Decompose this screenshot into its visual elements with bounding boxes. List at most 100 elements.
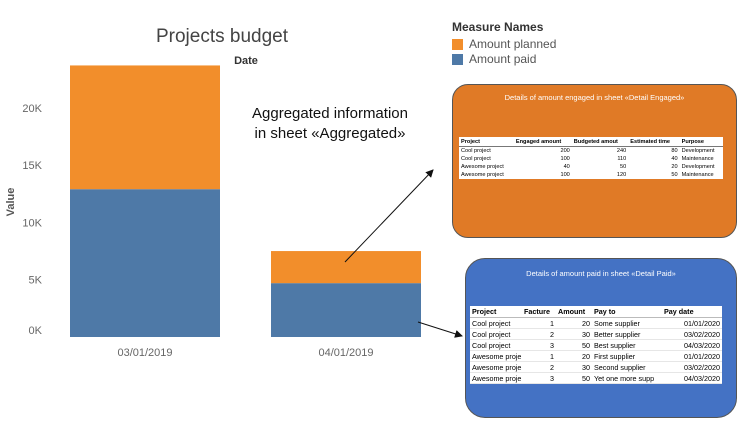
table-row: Awesome proje 3 50 Yet one more supp 04/… bbox=[470, 372, 722, 384]
table-cell: Cool project bbox=[461, 148, 491, 154]
table-row: Cool project 2 30 Better supplier 03/02/… bbox=[470, 328, 722, 340]
table-cell: 100 bbox=[560, 172, 570, 178]
table-cell: 01/01/2020 bbox=[662, 350, 722, 362]
y-ticks-group: 0K 5K 10K 15K 20K bbox=[22, 103, 42, 337]
detail-engaged-title: Details of amount engaged in sheet «Deta… bbox=[504, 93, 685, 102]
table-cell: Development bbox=[681, 164, 715, 170]
table-cell: 40 bbox=[671, 156, 678, 162]
table-cell: 20 bbox=[671, 164, 678, 170]
annotation-line-2: in sheet «Aggregated» bbox=[254, 125, 406, 142]
table-row: Awesome project 100 120 50 Maintenance bbox=[459, 171, 723, 179]
table-cell: 01/01/2020 bbox=[662, 317, 722, 329]
table-header-row: Project Engaged amount Budgeted amout Es… bbox=[459, 137, 723, 147]
table-cell: 03/02/2020 bbox=[662, 361, 722, 373]
table-cell: 50 bbox=[556, 339, 592, 351]
column-header: Project bbox=[470, 306, 522, 318]
annotation-line-1: Aggregated information bbox=[252, 105, 408, 122]
legend-label-paid: Amount paid bbox=[469, 52, 537, 66]
table-cell: Yet one more supp bbox=[592, 372, 662, 384]
bar-paid-2[interactable] bbox=[271, 283, 421, 337]
column-header: Engaged amount bbox=[513, 137, 572, 147]
table-cell: Cool project bbox=[470, 317, 522, 329]
table-cell: Cool project bbox=[470, 328, 522, 340]
column-header: Amount bbox=[556, 306, 592, 318]
table-cell: Better supplier bbox=[592, 328, 662, 340]
x-ticks-group: 03/01/2019 04/01/2019 bbox=[117, 347, 373, 359]
legend-label-planned: Amount planned bbox=[469, 37, 557, 51]
detail-paid-table: Project Facture Amount Pay to Pay date C… bbox=[470, 306, 722, 384]
table-cell: 200 bbox=[560, 148, 570, 154]
table-row: Awesome proje 1 20 First supplier 01/01/… bbox=[470, 350, 722, 362]
table-cell: 50 bbox=[671, 172, 678, 178]
y-tick-label: 15K bbox=[22, 160, 42, 172]
table-cell: Cool project bbox=[461, 156, 491, 162]
column-header: Project bbox=[459, 137, 514, 147]
table-cell: Maintenance bbox=[681, 172, 714, 178]
table-cell: 3 bbox=[522, 339, 556, 351]
table-cell: Awesome proje bbox=[470, 361, 522, 373]
table-cell: 120 bbox=[616, 172, 627, 178]
table-cell: 240 bbox=[616, 148, 627, 154]
bar-planned-1[interactable] bbox=[70, 65, 220, 190]
bar-planned-2[interactable] bbox=[271, 251, 421, 284]
column-header: Purpose bbox=[679, 137, 723, 147]
column-header: Estimated time bbox=[628, 137, 680, 147]
table-cell: First supplier bbox=[592, 350, 662, 362]
table-cell: 2 bbox=[522, 361, 556, 373]
table-cell: Some supplier bbox=[592, 317, 662, 329]
table-row: Awesome proje 2 30 Second supplier 03/02… bbox=[470, 361, 722, 373]
detail-paid-title: Details of amount paid in sheet «Detail … bbox=[526, 269, 676, 278]
table-cell: 30 bbox=[556, 361, 592, 373]
column-header: Pay to bbox=[592, 306, 662, 318]
table-row: Awesome project 40 50 20 Development bbox=[459, 163, 723, 171]
table-cell: 03/02/2020 bbox=[662, 328, 722, 340]
legend-item-amount-planned[interactable]: Amount planned bbox=[452, 37, 556, 51]
table-cell: 110 bbox=[617, 156, 627, 162]
table-cell: Second supplier bbox=[592, 361, 662, 373]
table-cell: 2 bbox=[522, 328, 556, 340]
table-cell: 100 bbox=[560, 156, 570, 162]
y-tick-label: 0K bbox=[29, 325, 43, 337]
chart-title: Projects budget bbox=[156, 26, 289, 47]
x-tick-label: 03/01/2019 bbox=[117, 347, 172, 359]
table-row: Cool project 100 110 40 Maintenance bbox=[459, 155, 723, 163]
y-axis-label: Value bbox=[5, 188, 17, 217]
table-cell: 50 bbox=[620, 164, 627, 170]
table-cell: Awesome proje bbox=[470, 372, 522, 384]
bar-paid-1[interactable] bbox=[70, 189, 220, 337]
table-cell: Development bbox=[681, 148, 715, 154]
table-cell: 40 bbox=[563, 164, 570, 170]
table-cell: 1 bbox=[522, 317, 556, 329]
table-cell: Awesome project bbox=[461, 172, 504, 178]
y-tick-label: 20K bbox=[22, 103, 42, 115]
table-cell: Awesome proje bbox=[470, 350, 522, 362]
column-header: Facture bbox=[522, 306, 556, 318]
table-cell: Best supplier bbox=[592, 339, 662, 351]
table-cell: 30 bbox=[556, 328, 592, 340]
column-header: Pay date bbox=[662, 306, 722, 318]
arrow-to-detail-engaged bbox=[344, 169, 434, 263]
table-cell: 50 bbox=[556, 372, 592, 384]
y-tick-label: 5K bbox=[29, 275, 43, 287]
table-cell: Awesome project bbox=[461, 164, 504, 170]
table-cell: 20 bbox=[556, 317, 592, 329]
arrow-to-detail-paid bbox=[417, 321, 463, 338]
table-cell: 04/03/2020 bbox=[662, 372, 722, 384]
table-cell: 04/03/2020 bbox=[662, 339, 722, 351]
table-cell: 20 bbox=[556, 350, 592, 362]
table-row: Cool project 200 240 80 Development bbox=[459, 147, 723, 156]
detail-engaged-table: Project Engaged amount Budgeted amout Es… bbox=[459, 137, 723, 179]
table-cell: Cool project bbox=[470, 339, 522, 351]
legend-swatch-planned bbox=[452, 38, 463, 50]
table-row: Cool project 1 20 Some supplier 01/01/20… bbox=[470, 317, 722, 329]
table-header-row: Project Facture Amount Pay to Pay date bbox=[470, 306, 722, 318]
table-row: Cool project 3 50 Best supplier 04/03/20… bbox=[470, 339, 722, 351]
legend-title: Measure Names bbox=[452, 20, 544, 34]
table-cell: 3 bbox=[522, 372, 556, 384]
table-cell: 80 bbox=[671, 148, 678, 154]
table-cell: 1 bbox=[522, 350, 556, 362]
column-header: Date bbox=[234, 55, 258, 67]
column-header: Budgeted amout bbox=[571, 137, 629, 147]
legend-item-amount-paid[interactable]: Amount paid bbox=[452, 52, 536, 66]
